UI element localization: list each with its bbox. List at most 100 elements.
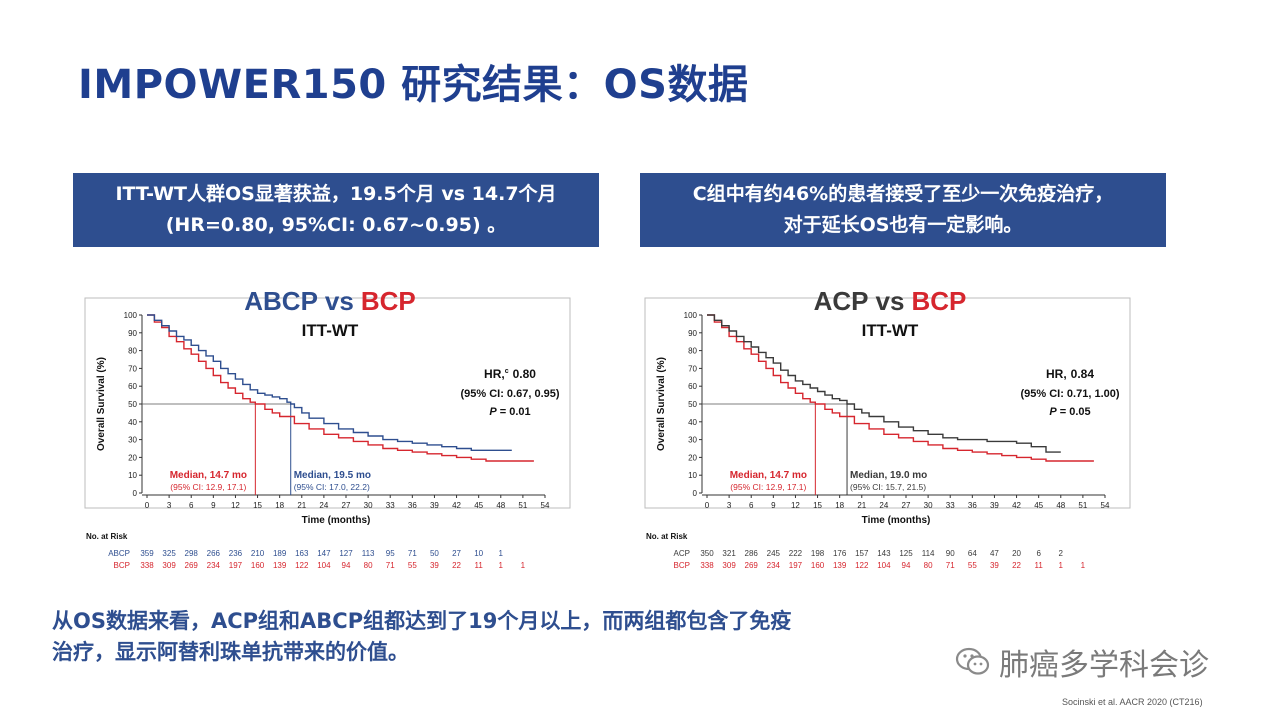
- summary-left-line1: ITT-WT人群OS显著获益，19.5个月 vs 14.7个月: [115, 183, 557, 205]
- x-tick-label: 45: [474, 501, 483, 510]
- risk-row-label: BCP: [674, 561, 690, 570]
- risk-cell: 269: [185, 561, 199, 570]
- chart-title: ABCP vs BCP: [244, 286, 416, 316]
- risk-row-label: BCP: [114, 561, 130, 570]
- risk-cell: 22: [452, 561, 461, 570]
- risk-cell: 139: [273, 561, 287, 570]
- survival-curve-abcp: [147, 314, 512, 451]
- y-tick-label: 90: [128, 329, 137, 338]
- chart-subtitle: ITT-WT: [302, 321, 359, 340]
- risk-cell: 1: [1081, 561, 1086, 570]
- x-tick-label: 33: [386, 501, 395, 510]
- y-axis-label: Overall Survival (%): [96, 357, 107, 451]
- risk-cell: 160: [251, 561, 265, 570]
- risk-cell: 234: [767, 561, 781, 570]
- risk-cell: 359: [140, 549, 154, 558]
- p-label: P: [1049, 406, 1057, 418]
- y-tick-label: 70: [128, 364, 137, 373]
- risk-cell: 2: [1059, 549, 1064, 558]
- y-tick-label: 30: [128, 436, 137, 445]
- summary-right-line2: 对于延长OS也有一定影响。: [783, 214, 1023, 236]
- risk-cell: 114: [922, 549, 935, 558]
- median-label-a: Median, 19.0 mo: [850, 470, 927, 481]
- p-label: P: [489, 406, 497, 418]
- risk-cell: 197: [789, 561, 803, 570]
- risk-cell: 6: [1036, 549, 1041, 558]
- risk-cell: 350: [700, 549, 714, 558]
- risk-cell: 104: [317, 561, 331, 570]
- risk-cell: 163: [295, 549, 309, 558]
- survival-curve-bcp: [707, 314, 1094, 462]
- risk-cell: 47: [990, 549, 999, 558]
- x-tick-label: 51: [1078, 501, 1087, 510]
- risk-cell: 160: [811, 561, 825, 570]
- hr-label: HR,: [484, 367, 505, 381]
- y-tick-label: 90: [688, 329, 697, 338]
- x-tick-label: 54: [1101, 501, 1110, 510]
- y-tick-label: 60: [688, 382, 697, 391]
- x-tick-label: 15: [253, 501, 262, 510]
- p-value: P = 0.05: [1049, 406, 1090, 418]
- conclusion-line1: 从OS数据来看，ACP组和ABCP组都达到了19个月以上，而两组都包含了免疫: [52, 609, 792, 633]
- x-tick-label: 15: [813, 501, 822, 510]
- x-tick-label: 33: [946, 501, 955, 510]
- risk-cell: 338: [700, 561, 714, 570]
- risk-cell: 94: [342, 561, 351, 570]
- survival-curve-acp: [707, 314, 1061, 453]
- risk-row-label: ABCP: [108, 549, 130, 558]
- y-tick-label: 80: [128, 347, 137, 356]
- x-tick-label: 12: [791, 501, 800, 510]
- summary-right-line1: C组中有约46%的患者接受了至少一次免疫治疗，: [692, 183, 1114, 205]
- chart-title-vs: vs: [876, 286, 905, 316]
- risk-cell: 157: [855, 549, 869, 558]
- x-tick-label: 48: [1056, 501, 1065, 510]
- y-axis-label: Overall Survival (%): [656, 357, 667, 451]
- hr-label: HR,: [1046, 367, 1067, 381]
- median-label-b: Median, 14.7 mo: [170, 470, 247, 481]
- y-tick-label: 50: [128, 400, 137, 409]
- risk-cell: 147: [317, 549, 331, 558]
- y-tick-label: 10: [128, 471, 137, 480]
- risk-cell: 1: [521, 561, 526, 570]
- x-tick-label: 36: [408, 501, 417, 510]
- y-tick-label: 0: [693, 489, 698, 498]
- y-tick-label: 100: [124, 311, 138, 320]
- citation: Socinski et al. AACR 2020 (CT216): [1062, 697, 1203, 707]
- x-tick-label: 6: [749, 501, 754, 510]
- hr-confidence-interval: (95% CI: 0.67, 0.95): [460, 388, 559, 400]
- risk-row-label: ACP: [674, 549, 690, 558]
- summary-box-left: ITT-WT人群OS显著获益，19.5个月 vs 14.7个月 (HR=0.80…: [73, 173, 599, 247]
- hazard-ratio: HR,c 0.80: [484, 367, 536, 381]
- y-tick-label: 0: [133, 489, 138, 498]
- risk-cell: 80: [924, 561, 933, 570]
- risk-cell: 245: [767, 549, 781, 558]
- chart-title-series-a: ACP: [814, 286, 869, 316]
- x-axis-label: Time (months): [862, 515, 931, 526]
- x-tick-label: 42: [1012, 501, 1021, 510]
- risk-cell: 298: [185, 549, 199, 558]
- conclusion-text: 从OS数据来看，ACP组和ABCP组都达到了19个月以上，而两组都包含了免疫 治…: [52, 606, 791, 668]
- conclusion-line2: 治疗，显示阿替利珠单抗带来的价值。: [52, 640, 409, 664]
- risk-cell: 90: [946, 549, 955, 558]
- risk-cell: 309: [162, 561, 176, 570]
- hr-value: 0.84: [1071, 367, 1095, 381]
- x-tick-label: 27: [342, 501, 351, 510]
- risk-cell: 39: [430, 561, 439, 570]
- risk-cell: 95: [386, 549, 395, 558]
- x-tick-label: 39: [430, 501, 439, 510]
- risk-cell: 222: [789, 549, 803, 558]
- median-ci-a: (95% CI: 17.0, 22.2): [294, 482, 370, 492]
- risk-cell: 50: [430, 549, 439, 558]
- y-tick-label: 20: [128, 453, 137, 462]
- risk-cell: 210: [251, 549, 265, 558]
- risk-cell: 55: [408, 561, 417, 570]
- y-tick-label: 10: [688, 471, 697, 480]
- hr-superscript: c: [505, 368, 509, 375]
- risk-table-header: No. at Risk: [86, 532, 128, 541]
- x-tick-label: 51: [518, 501, 527, 510]
- risk-cell: 309: [722, 561, 736, 570]
- watermark-text: 肺癌多学科会诊: [999, 648, 1209, 683]
- p-value-number: = 0.05: [1060, 406, 1091, 418]
- x-tick-label: 54: [541, 501, 550, 510]
